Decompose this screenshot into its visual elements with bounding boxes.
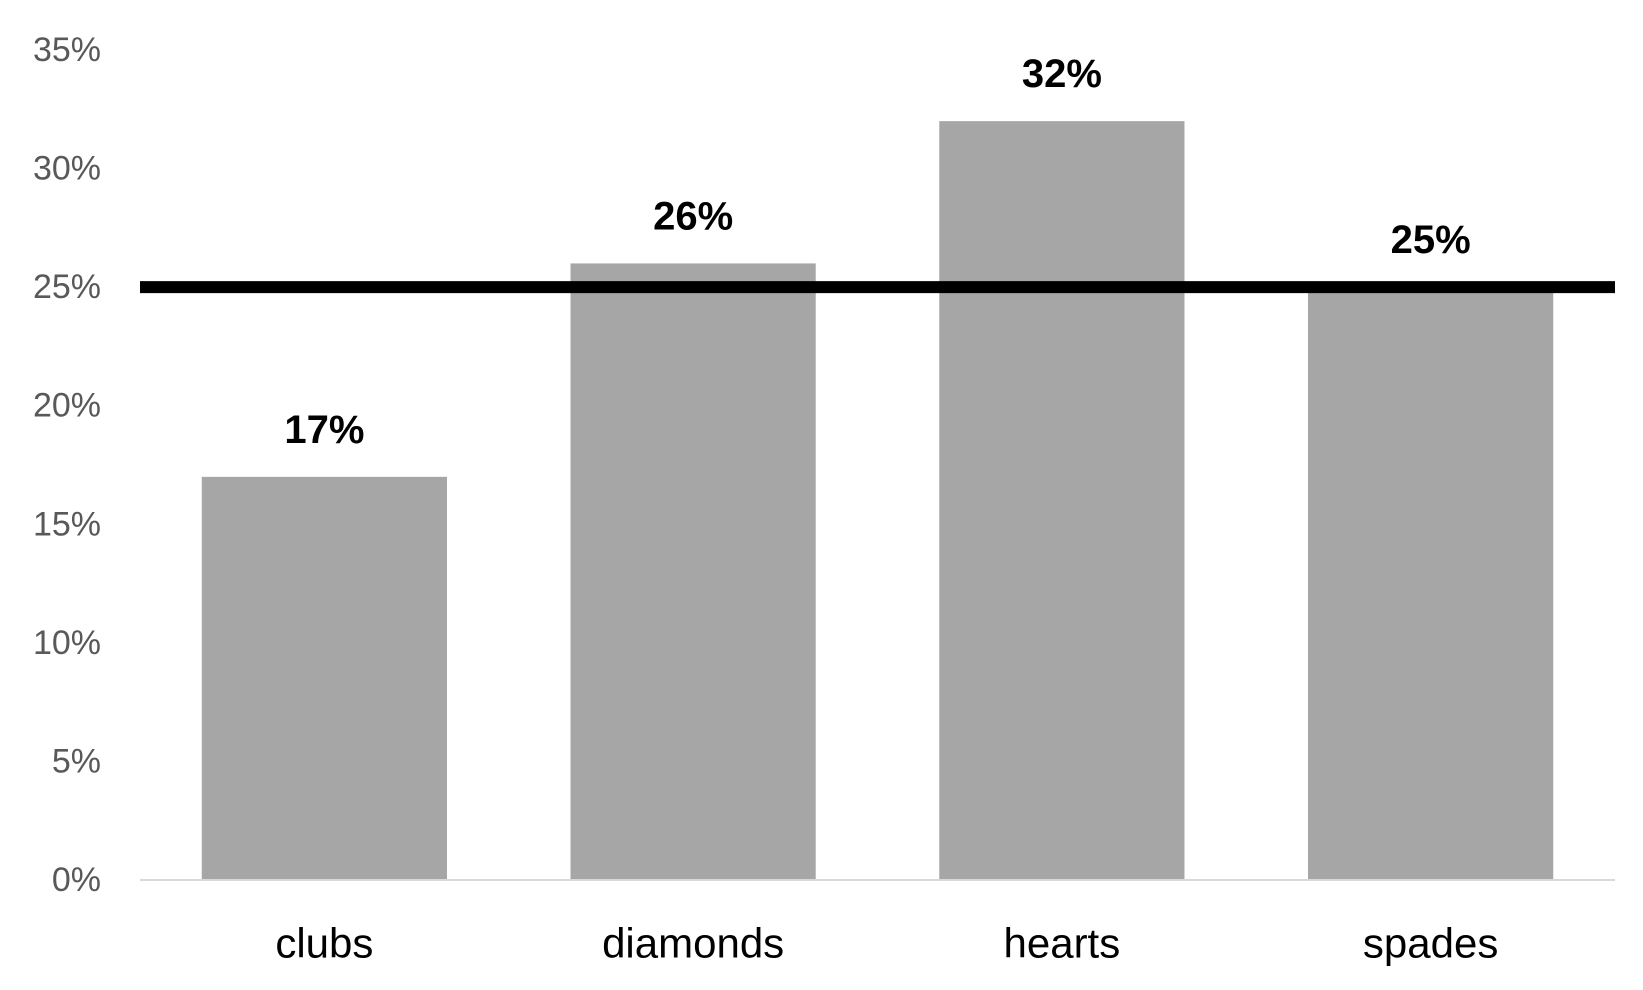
category-label-diamonds: diamonds: [602, 920, 784, 967]
data-label-clubs: 17%: [284, 408, 364, 452]
y-tick-label: 0%: [52, 861, 101, 899]
data-labels: 17% 26% 32% 25%: [284, 52, 1470, 452]
data-label-hearts: 32%: [1022, 52, 1102, 96]
category-labels: clubs diamonds hearts spades: [275, 920, 1498, 967]
bar-hearts: [939, 121, 1185, 880]
data-label-diamonds: 26%: [653, 194, 733, 238]
category-label-spades: spades: [1363, 920, 1498, 967]
category-label-clubs: clubs: [275, 920, 373, 967]
y-tick-label: 35%: [33, 31, 101, 69]
y-tick-label: 10%: [33, 624, 101, 662]
data-label-spades: 25%: [1391, 218, 1471, 262]
bar-diamonds: [570, 263, 816, 880]
y-tick-label: 15%: [33, 505, 101, 543]
bar-clubs: [201, 476, 447, 880]
y-tick-label: 25%: [33, 268, 101, 306]
y-tick-label: 5%: [52, 742, 101, 780]
bars: [201, 121, 1554, 881]
category-label-hearts: hearts: [1004, 920, 1121, 967]
y-tick-label: 20%: [33, 387, 101, 425]
y-axis-ticks: 0% 5% 10% 15% 20% 25% 30% 35%: [33, 31, 101, 899]
bar-spades: [1308, 287, 1554, 881]
y-tick-label: 30%: [33, 150, 101, 188]
